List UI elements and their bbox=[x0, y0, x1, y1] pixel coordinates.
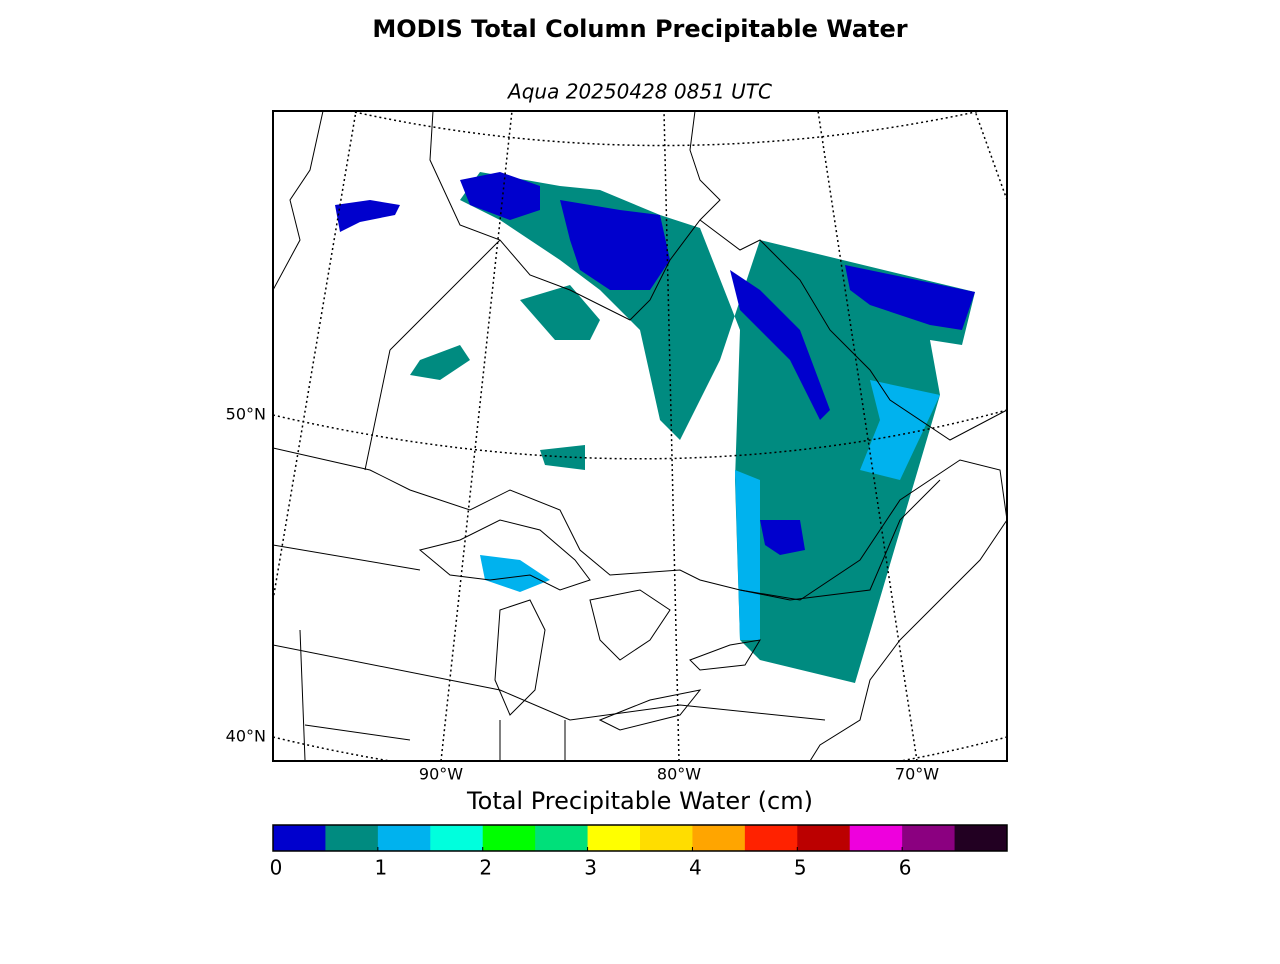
colorbar-swatch bbox=[587, 825, 641, 851]
map-frame bbox=[272, 110, 1008, 762]
basemap bbox=[273, 111, 1007, 761]
colorbar-swatch bbox=[482, 825, 536, 851]
graticule bbox=[273, 111, 357, 601]
colorbar-tick-label: 3 bbox=[584, 856, 597, 880]
colorbar-swatch bbox=[744, 825, 798, 851]
colorbar-swatch bbox=[797, 825, 851, 851]
coastline bbox=[699, 219, 1007, 441]
lon-label: 90°W bbox=[419, 765, 463, 784]
lat-label: 40°N bbox=[226, 727, 266, 746]
graticule bbox=[663, 111, 680, 761]
lon-label: 80°W bbox=[657, 765, 701, 784]
title: MODIS Total Column Precipitable Water bbox=[372, 15, 907, 43]
colorbar-swatch bbox=[902, 825, 956, 851]
colorbar-swatch bbox=[954, 825, 1008, 851]
border bbox=[273, 239, 826, 761]
map: 50°N 40°N 90°W 80°W 70°W bbox=[226, 110, 1008, 784]
swath-region bbox=[520, 285, 600, 340]
swath-region bbox=[480, 555, 550, 592]
colorbar-swatch bbox=[430, 825, 484, 851]
coastline bbox=[589, 589, 671, 661]
colorbar-swatch bbox=[640, 825, 693, 851]
colorbar-swatch bbox=[273, 825, 326, 851]
swath bbox=[335, 172, 975, 683]
colorbar-tick-label: 5 bbox=[794, 856, 807, 880]
border bbox=[273, 447, 941, 601]
graticule bbox=[440, 111, 513, 761]
swath-region bbox=[845, 265, 975, 330]
swath-region bbox=[730, 270, 830, 420]
swath-region bbox=[410, 345, 470, 380]
swath-region bbox=[540, 445, 585, 470]
colorbar-frame bbox=[272, 824, 1008, 852]
coastline bbox=[689, 639, 761, 671]
lon-label: 70°W bbox=[895, 765, 939, 784]
colorbar-swatch bbox=[535, 825, 589, 851]
swath-region bbox=[760, 520, 805, 555]
coastline bbox=[429, 111, 721, 321]
subtitle: Aqua 20250428 0851 UTC bbox=[506, 80, 772, 104]
swath-region bbox=[735, 470, 760, 640]
colorbar-tick-label: 1 bbox=[374, 856, 387, 880]
swath-region bbox=[335, 200, 400, 232]
graticule bbox=[273, 409, 1007, 460]
colorbar-swatch bbox=[692, 825, 746, 851]
lat-label: 50°N bbox=[226, 405, 266, 424]
swath-region bbox=[460, 172, 540, 220]
colorbar-tick-label: 4 bbox=[689, 856, 702, 880]
coastline bbox=[273, 111, 324, 291]
coastline bbox=[598, 689, 702, 731]
coastline bbox=[418, 519, 591, 591]
graticule bbox=[349, 111, 981, 147]
colorbar-swatch bbox=[377, 825, 431, 851]
colorbar-tick-label: 2 bbox=[479, 856, 492, 880]
colorbar: 0 1 2 3 4 5 6 bbox=[270, 824, 1008, 880]
colorbar-tick-label: 0 bbox=[270, 856, 283, 880]
colorbar-swatch bbox=[325, 825, 379, 851]
coastline bbox=[739, 459, 1007, 761]
colorbar-tick-label: 6 bbox=[899, 856, 912, 880]
swath-region bbox=[560, 200, 670, 290]
coastline bbox=[494, 599, 546, 716]
colorbar-label: Total Precipitable Water (cm) bbox=[466, 787, 813, 815]
colorbar-swatch bbox=[849, 825, 903, 851]
graticule bbox=[974, 111, 1007, 201]
swath-region bbox=[860, 380, 940, 480]
